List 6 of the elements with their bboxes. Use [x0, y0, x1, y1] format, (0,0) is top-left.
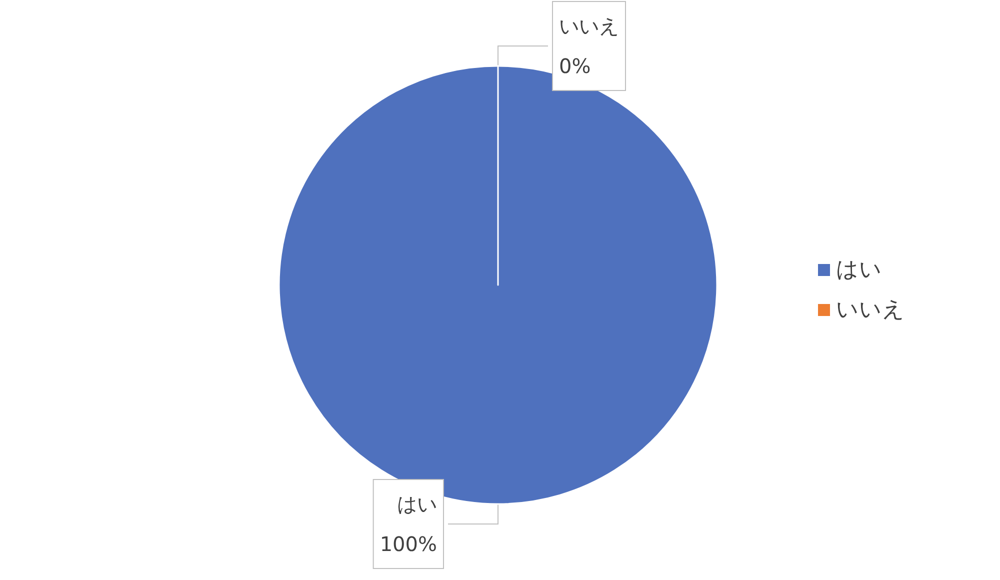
legend-label: はい — [836, 258, 882, 282]
legend-label: いいえ — [836, 298, 905, 322]
category-label: いいえ — [559, 14, 619, 38]
text: 0% — [559, 54, 591, 78]
slice-label: はい — [397, 492, 437, 516]
data-label: 100% — [380, 532, 437, 556]
